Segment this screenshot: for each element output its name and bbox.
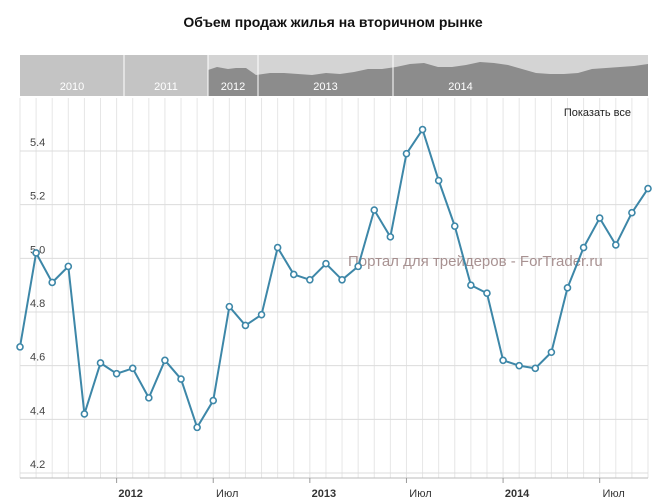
data-point[interactable] [418, 125, 427, 134]
x-tick-label: 2014 [505, 488, 530, 500]
y-tick-label: 4.4 [30, 405, 45, 417]
data-point[interactable] [515, 361, 523, 370]
data-point[interactable] [322, 259, 330, 268]
navigator-year-label: 2011 [154, 81, 178, 93]
data-point[interactable] [499, 356, 507, 365]
data-point[interactable] [193, 423, 201, 432]
y-tick-label: 5.4 [30, 137, 45, 149]
x-tick-label: Июл [216, 488, 238, 500]
data-point[interactable] [128, 364, 137, 373]
data-point[interactable] [386, 233, 395, 241]
data-point[interactable] [225, 302, 234, 311]
data-point[interactable] [257, 310, 266, 319]
show-all-button[interactable]: Показать все [564, 107, 631, 119]
data-point[interactable] [402, 149, 411, 158]
y-axis: 4.24.44.64.85.05.25.4 [30, 137, 45, 471]
navigator-year-label: 2012 [221, 81, 245, 93]
data-point[interactable] [48, 278, 57, 287]
data-point[interactable] [579, 243, 588, 252]
data-point[interactable] [64, 262, 73, 271]
data-point[interactable] [354, 262, 362, 271]
data-point[interactable] [531, 364, 540, 373]
navigator-unselected-area [20, 55, 208, 96]
data-point[interactable] [96, 359, 105, 367]
data-point[interactable] [434, 176, 443, 185]
data-point[interactable] [16, 343, 24, 351]
data-point[interactable] [644, 184, 652, 193]
range-navigator[interactable]: 2010 2011 2012 2013 2014 [20, 55, 648, 96]
data-point[interactable] [547, 348, 556, 357]
x-tick-label: Июл [603, 488, 625, 500]
data-point[interactable] [338, 275, 346, 284]
watermark-text: Портал для трейдеров - ForTrader.ru [348, 253, 603, 270]
navigator-mini-area [208, 55, 648, 75]
series-line [19, 128, 649, 429]
data-point[interactable] [563, 284, 572, 292]
x-tick-label: 2013 [312, 488, 336, 500]
navigator-year-label: 2013 [313, 81, 337, 93]
navigator-year-label: 2014 [448, 81, 472, 93]
data-point[interactable] [80, 410, 89, 418]
data-point[interactable] [161, 356, 169, 365]
chart-title: Объем продаж жилья на вторичном рынке [183, 14, 482, 30]
data-point[interactable] [611, 241, 620, 249]
data-point[interactable] [306, 275, 314, 284]
data-point[interactable] [370, 206, 379, 214]
data-point[interactable] [112, 369, 121, 378]
data-point[interactable] [628, 208, 636, 217]
y-tick-label: 4.6 [30, 352, 45, 364]
x-tick-label: Июл [409, 488, 431, 500]
data-point[interactable] [273, 243, 282, 252]
data-point[interactable] [32, 249, 40, 257]
navigator-year-label: 2010 [60, 81, 84, 93]
data-point[interactable] [209, 396, 218, 405]
data-point[interactable] [450, 222, 459, 230]
data-point[interactable] [483, 289, 491, 298]
grid [19, 98, 649, 478]
y-tick-label: 4.2 [30, 459, 45, 471]
data-point[interactable] [145, 394, 153, 402]
y-tick-label: 4.8 [30, 298, 45, 310]
x-tick-label: 2012 [118, 488, 142, 500]
x-axis: 2012 Июл 2013 Июл 2014 Июл [20, 477, 648, 500]
series-layer [16, 125, 652, 432]
data-point[interactable] [241, 321, 250, 330]
data-point[interactable] [289, 270, 298, 279]
data-point[interactable] [595, 214, 604, 222]
data-point[interactable] [177, 375, 185, 383]
y-tick-label: 5.2 [30, 191, 45, 203]
data-point[interactable] [467, 281, 475, 289]
